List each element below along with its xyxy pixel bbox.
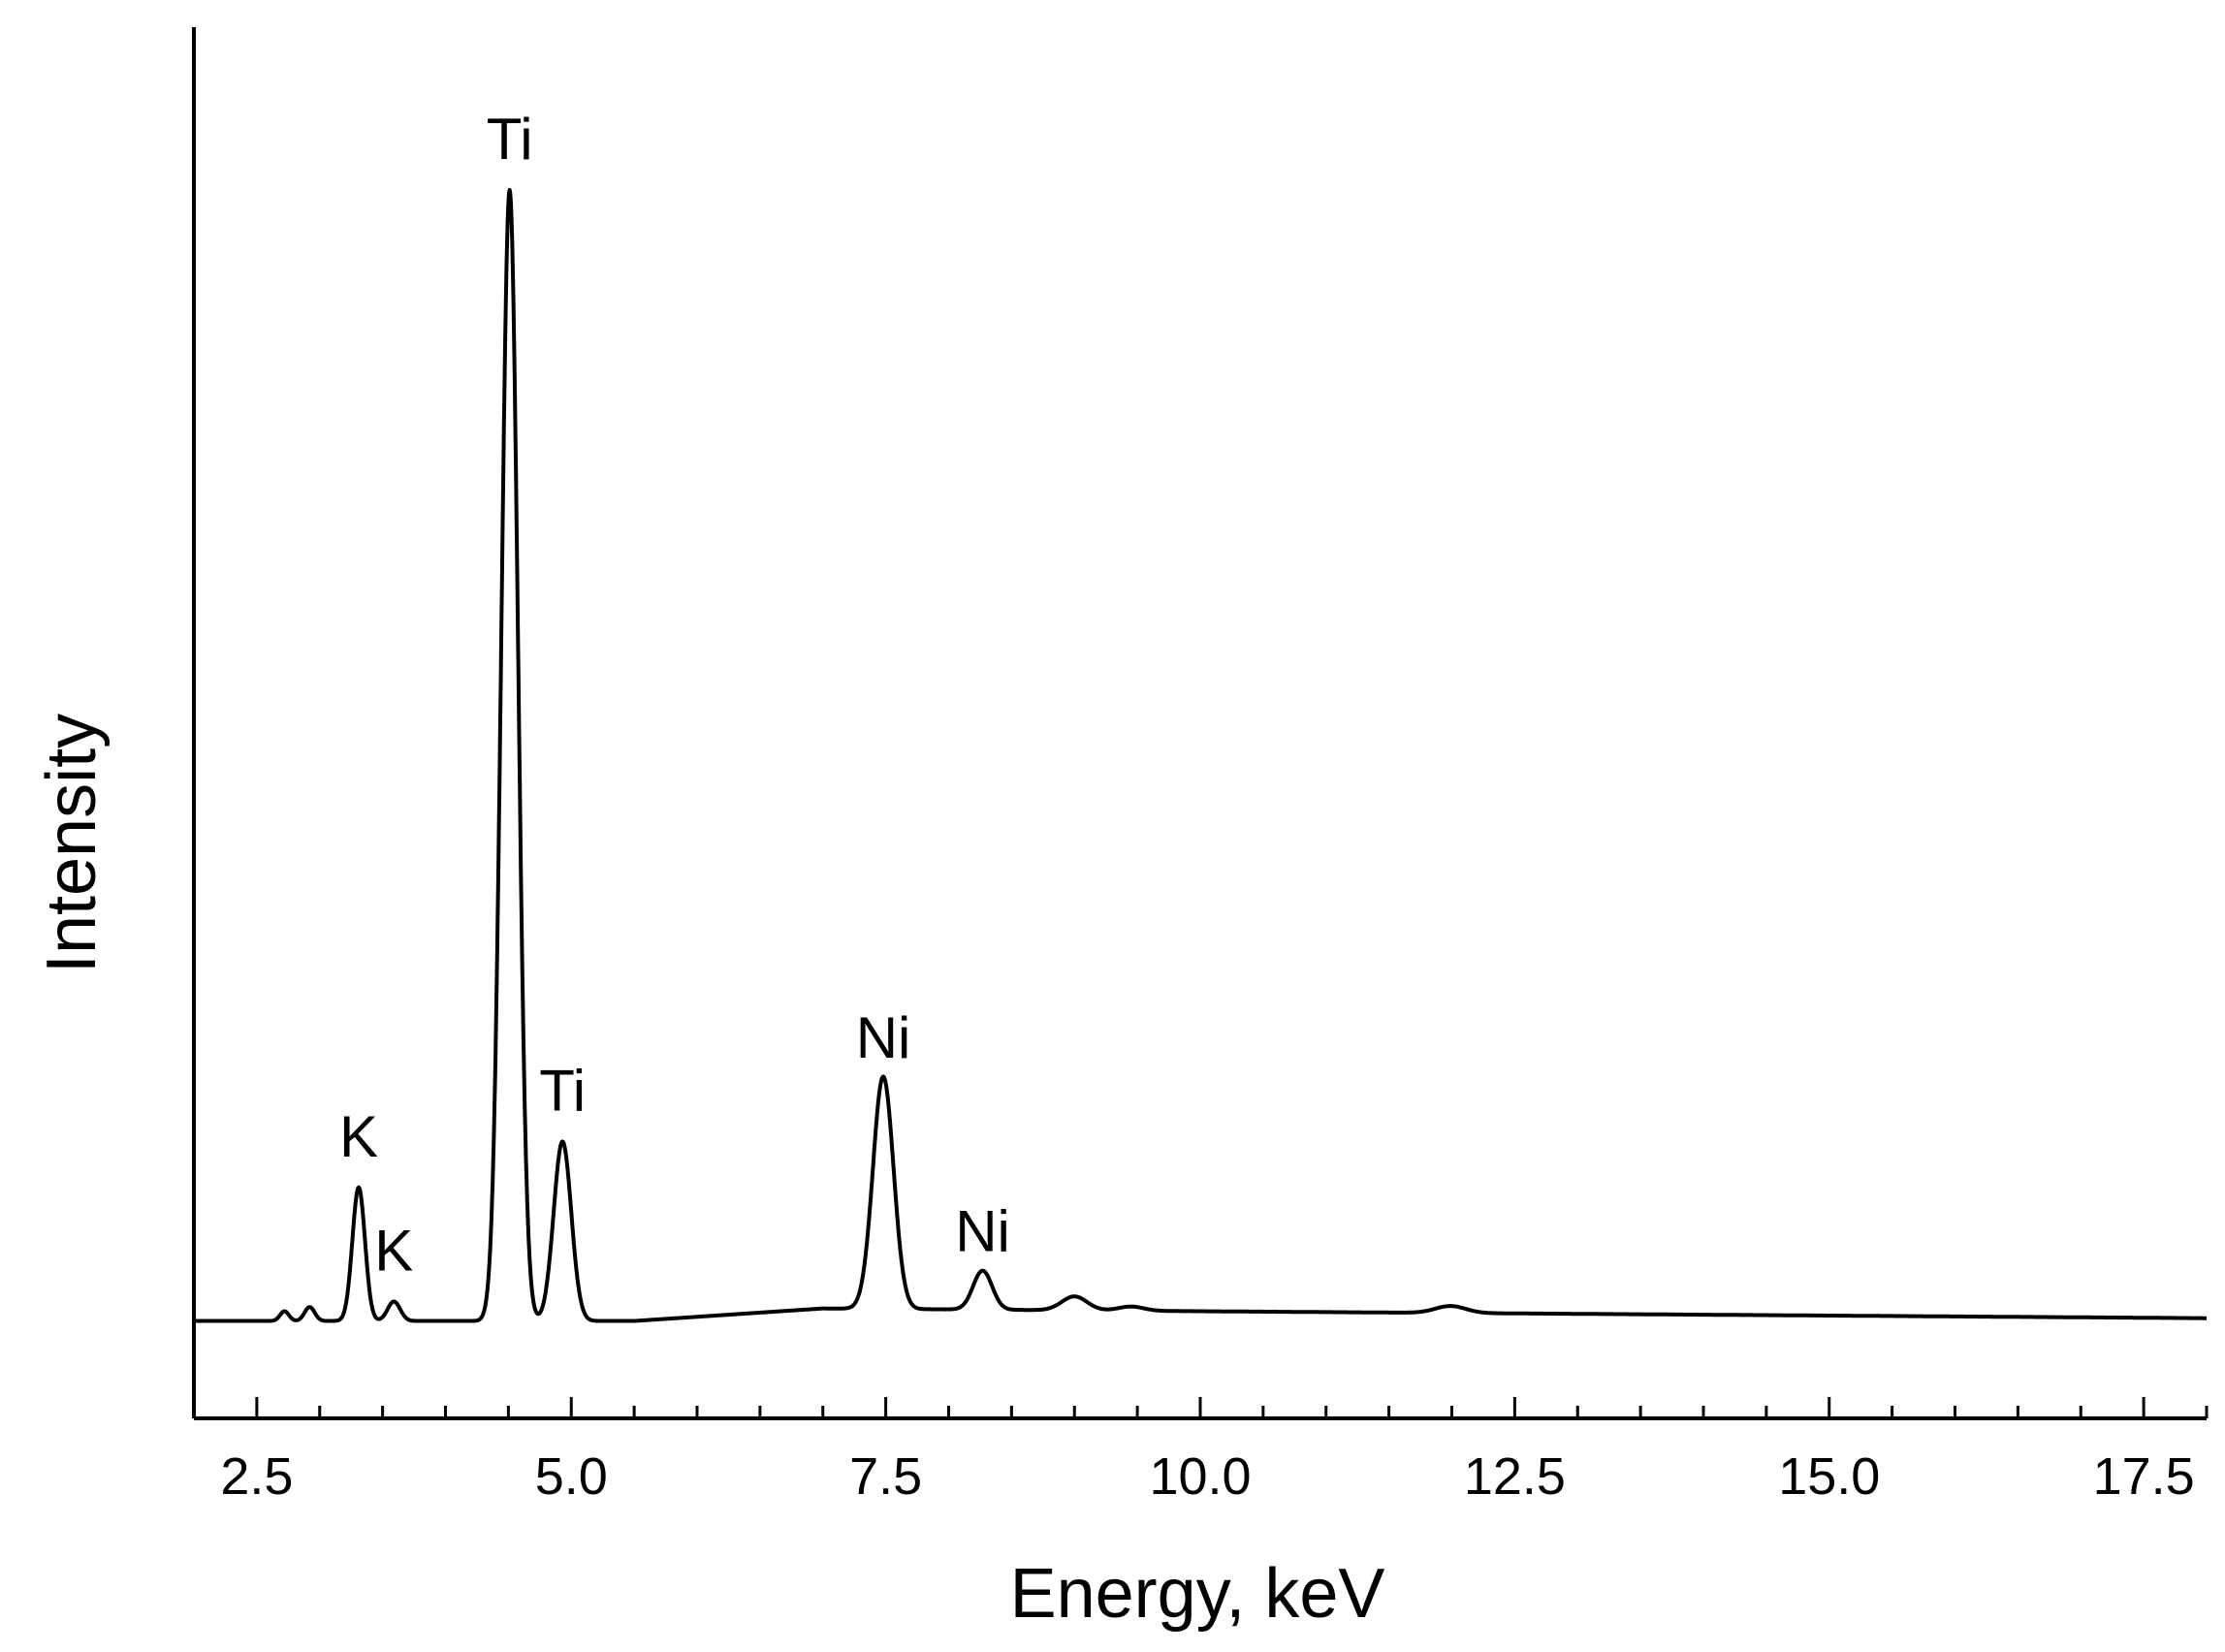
peak-label-ti: Ti [539,1058,586,1123]
peak-label-ti: Ti [487,107,533,172]
peak-label-ni: Ni [856,1005,911,1070]
y-axis-title: Intensity [33,714,111,973]
x-tick-label: 12.5 [1464,1447,1566,1506]
x-axis-tick-labels: 2.5 5.0 7.5 10.0 12.5 15.0 17.5 [220,1447,2194,1506]
x-tick-label: 17.5 [2093,1447,2195,1506]
x-tick-label: 7.5 [849,1447,922,1506]
peak-label-k: K [339,1104,378,1169]
peak-label-ni: Ni [955,1198,1010,1263]
axes [192,27,2207,1420]
x-tick-label: 2.5 [220,1447,293,1506]
spectrum-line [192,187,2209,1323]
x-axis-ticks [192,1397,2209,1418]
x-tick-label: 5.0 [535,1447,608,1506]
x-axis-title: Energy, keV [1010,1555,1385,1633]
peak-annotations: KK Ti Ti Ni Ni [339,107,1010,1284]
x-tick-label: 15.0 [1778,1447,1880,1506]
x-tick-label: 10.0 [1149,1447,1251,1506]
peak-label-k: K [374,1218,413,1283]
